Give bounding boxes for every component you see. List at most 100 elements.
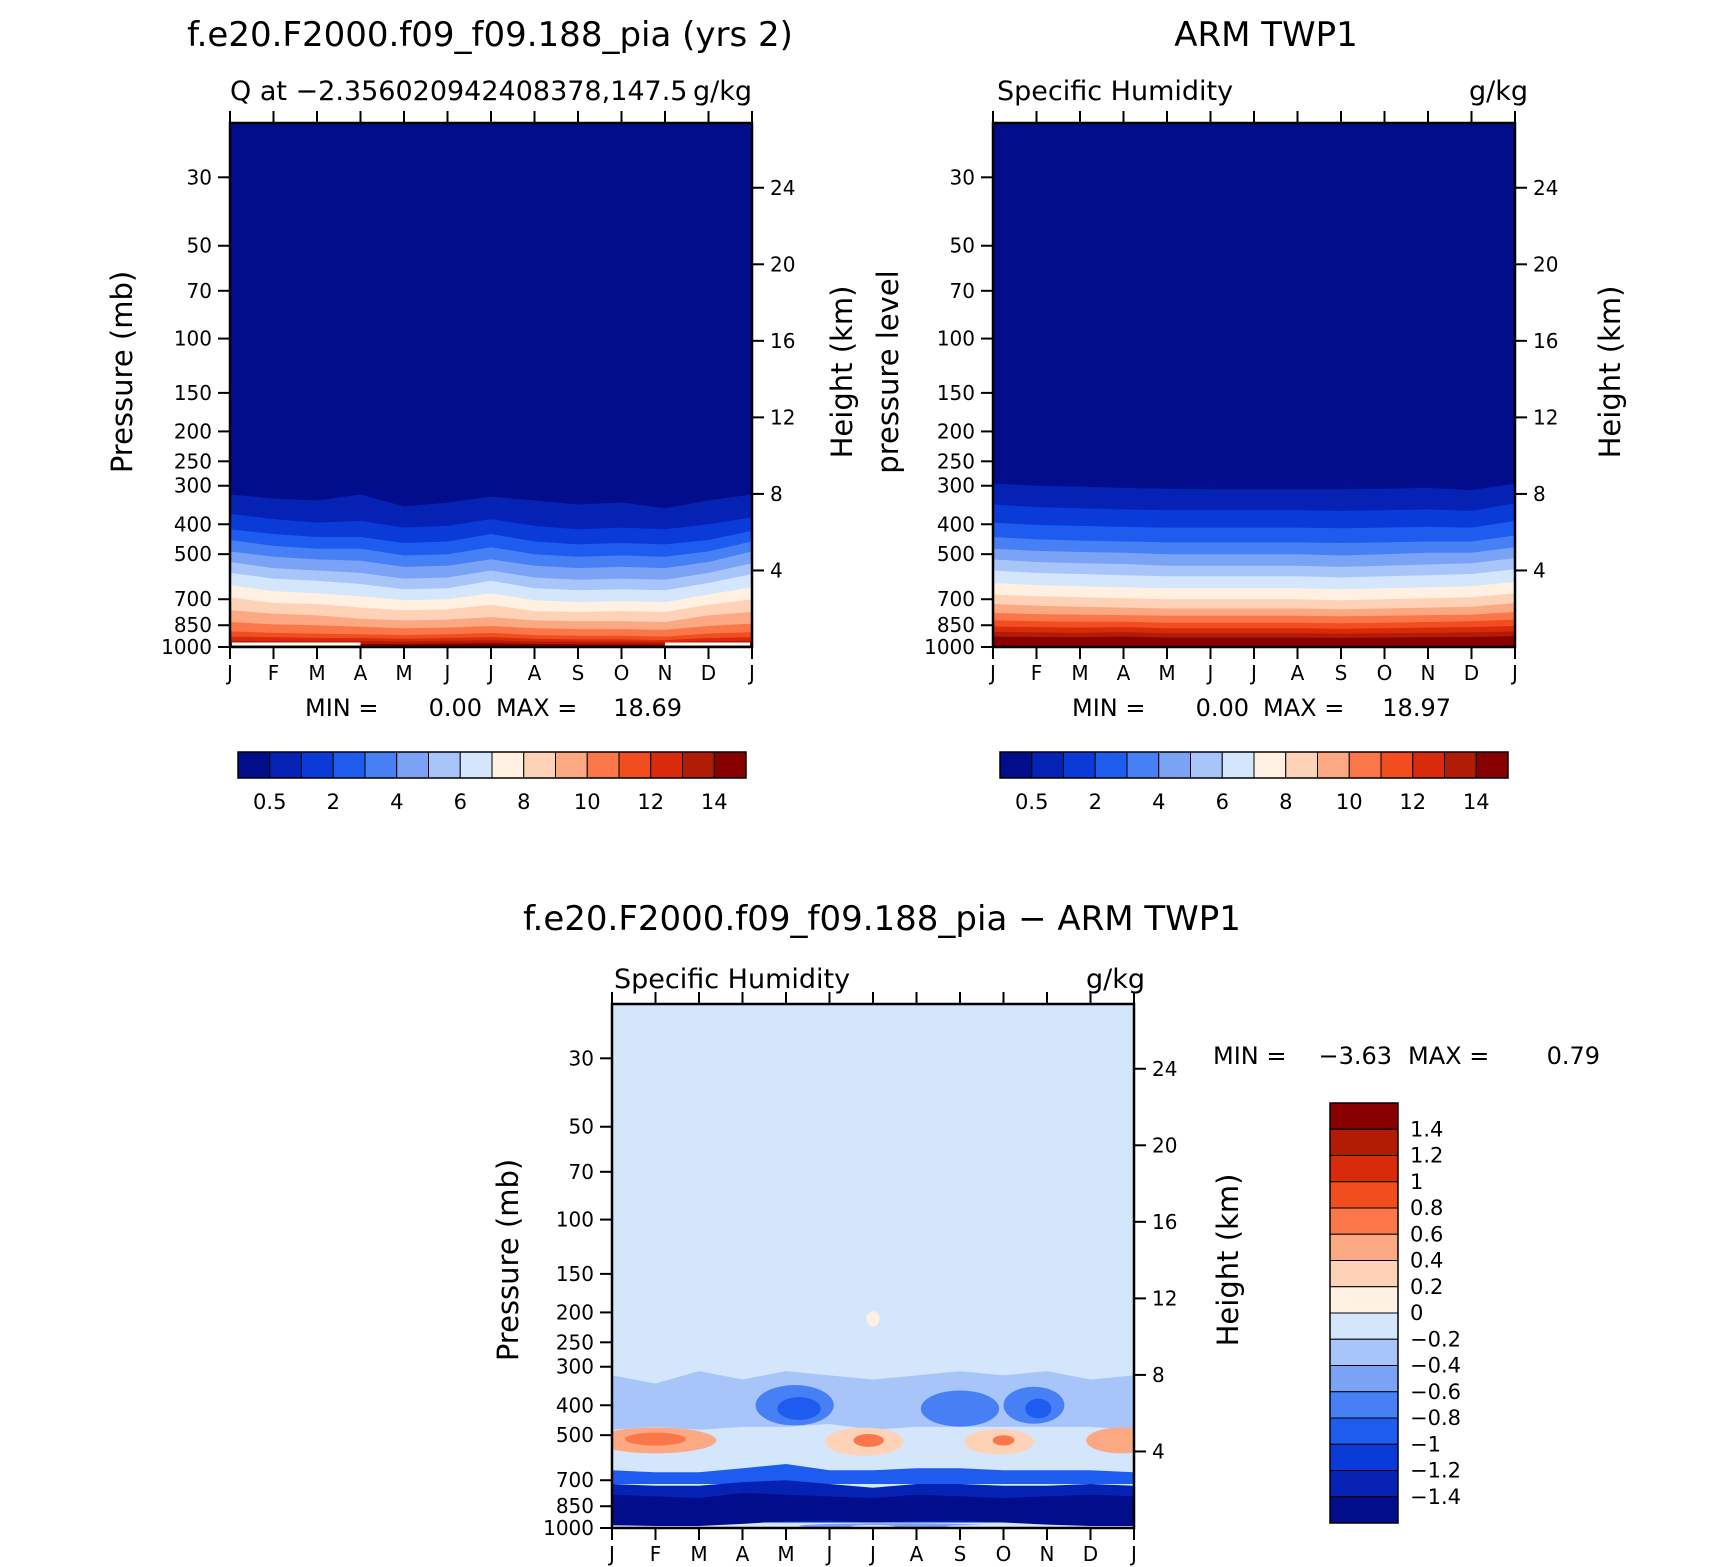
panel-model-y2label: Height (km) <box>825 286 859 459</box>
panel-obs-colorbar-box <box>1475 751 1509 779</box>
panel-model-colorbar-box <box>269 751 302 779</box>
panel-obs-colorbar-box <box>1253 751 1287 779</box>
panel-model-colorbar-box <box>491 751 525 779</box>
panel-diff-contour-band <box>612 1371 1134 1430</box>
panel-obs-band-16 <box>993 641 1515 647</box>
panel-diff-max-label: MAX = <box>1408 1042 1489 1070</box>
panel-model-max-value: 18.69 <box>613 694 682 722</box>
panel-obs-colorbar-label: 8 <box>1279 790 1292 814</box>
panel-model-ytick-label: 50 <box>187 234 212 258</box>
panel-model-xtick-label: F <box>268 661 280 685</box>
panel-obs-xtick-label: O <box>1377 661 1393 685</box>
panel-diff-ytick-label: 850 <box>556 1494 594 1518</box>
panel-model-ylabel: Pressure (mb) <box>105 271 139 473</box>
panel-diff-xtick-label: D <box>1083 1542 1098 1566</box>
panel-diff-colorbar-label: 0.2 <box>1410 1275 1443 1299</box>
panel-obs-ytick-label: 1000 <box>924 635 975 659</box>
panel-diff-contour-band <box>612 1464 1134 1484</box>
panel-diff-y2tick-label: 8 <box>1152 1363 1165 1387</box>
panel-model-ytick-label: 100 <box>174 327 212 351</box>
panel-diff-ytick-label: 100 <box>556 1208 594 1232</box>
panel-diff-colorbar-box <box>1329 1496 1399 1524</box>
panel-diff-y2tick-label: 20 <box>1152 1133 1177 1157</box>
panel-obs-title: ARM TWP1 <box>1174 15 1358 55</box>
panel-model-xtick-label: J <box>747 661 755 685</box>
panel-model-colorbar-box <box>618 751 652 779</box>
panel-model-min-label: MIN = <box>305 694 378 722</box>
panel-diff-xtick-label: N <box>1040 1542 1055 1566</box>
panel-diff-colorbar-label: −1.2 <box>1410 1459 1461 1483</box>
panel-diff-y2tick-label: 4 <box>1152 1439 1165 1463</box>
panel-model-colorbar-box <box>237 751 271 779</box>
panel-model-colorbar-box <box>713 751 747 779</box>
panel-diff-colorbar-frame <box>1329 1102 1399 1524</box>
panel-model-y2tick-label: 12 <box>770 405 795 429</box>
panel-diff-colorbar-label: −1.4 <box>1410 1485 1461 1509</box>
panel-obs-colorbar-box <box>1158 751 1191 779</box>
panel-diff-contour-band <box>612 1493 1134 1526</box>
panel-diff-colorbar-label: −0.2 <box>1410 1327 1461 1351</box>
panel-obs-xtick-label: J <box>1510 661 1518 685</box>
panel-obs-colorbar-label: 10 <box>1336 790 1363 814</box>
panel-diff-field <box>612 1004 1134 1528</box>
panel-diff-contour-blob <box>625 1432 686 1446</box>
panel-model-y2tick-label: 4 <box>770 558 783 582</box>
panel-obs-y2tick-label: 24 <box>1533 176 1558 200</box>
panel-model-colorbar-label: 12 <box>637 790 664 814</box>
panel-model-xtick-label: M <box>308 661 325 685</box>
panel-diff-ytick-label: 300 <box>556 1355 594 1379</box>
panel-obs-y2tick-label: 12 <box>1533 405 1558 429</box>
panel-model-ytick-label: 30 <box>187 165 212 189</box>
panel-diff-subtitle: Specific Humidity <box>614 964 850 995</box>
panel-obs-colorbar-box <box>1317 751 1350 779</box>
panel-model-colorbar-label: 14 <box>701 790 728 814</box>
panel-obs-ytick-label: 250 <box>937 449 975 473</box>
panel-diff-xtick-label: S <box>954 1542 967 1566</box>
panel-diff-colorbar-label: 0.8 <box>1410 1196 1443 1220</box>
panel-obs-colorbar-box <box>999 751 1033 779</box>
panel-model-xtick-label: J <box>225 661 233 685</box>
panel-obs-colorbar-box <box>1412 751 1445 779</box>
panel-model-colorbar-box <box>523 751 556 779</box>
panel-model-colorbar-box <box>555 751 588 779</box>
panel-model-ytick-label: 70 <box>187 279 212 303</box>
panel-model-y2tick-label: 20 <box>770 252 795 276</box>
panel-obs-ytick-label: 30 <box>950 165 975 189</box>
panel-diff-units: g/kg <box>1086 964 1145 995</box>
panel-obs-colorbar-label: 0.5 <box>1015 790 1048 814</box>
panel-diff-colorbar-box <box>1329 1128 1399 1156</box>
panel-obs-colorbar-label: 12 <box>1399 790 1426 814</box>
panel-diff-colorbar-label: 1.2 <box>1410 1144 1443 1168</box>
panel-diff-colorbar-label: −0.4 <box>1410 1354 1461 1378</box>
panel-obs-ytick-label: 500 <box>937 542 975 566</box>
panel-diff-xtick-label: J <box>607 1542 615 1566</box>
panel-diff-colorbar-box <box>1329 1181 1399 1209</box>
panel-obs-colorbar-box <box>1031 751 1064 779</box>
panel-obs-max-label: MAX = <box>1263 694 1344 722</box>
panel-obs-colorbar-box <box>1348 751 1382 779</box>
panel-diff-colorbar-label: −0.8 <box>1410 1406 1461 1430</box>
panel-obs-xtick-label: A <box>1291 661 1305 685</box>
panel-model-colorbar-box <box>682 751 715 779</box>
panel-diff-colorbar-box <box>1329 1443 1399 1471</box>
panel-diff-xtick-label: A <box>910 1542 924 1566</box>
panel-diff-colorbar-box <box>1329 1260 1399 1288</box>
panel-obs-ytick-label: 700 <box>937 587 975 611</box>
panel-model-colorbar-label: 0.5 <box>253 790 286 814</box>
panel-diff-xtick-label: J <box>1129 1542 1137 1566</box>
panel-obs-colorbar-box <box>1094 751 1128 779</box>
panel-obs-colorbar-box <box>1444 751 1477 779</box>
panel-diff-colorbar-label: −0.6 <box>1410 1380 1461 1404</box>
panel-diff-colorbar-box <box>1329 1155 1399 1183</box>
panel-model-colorbar-box <box>332 751 366 779</box>
panel-diff-xtick-label: F <box>650 1542 662 1566</box>
panel-model-colorbar-box <box>459 751 493 779</box>
panel-obs-ytick-label: 300 <box>937 474 975 498</box>
panel-model-ytick-label: 400 <box>174 512 212 536</box>
panel-obs-colorbar-box <box>1063 751 1096 779</box>
panel-model-colorbar-label: 10 <box>574 790 601 814</box>
panel-model-colorbar-box <box>586 751 620 779</box>
panel-model-y2tick-label: 8 <box>770 482 783 506</box>
panel-diff-min-value: −3.63 <box>1318 1042 1392 1070</box>
